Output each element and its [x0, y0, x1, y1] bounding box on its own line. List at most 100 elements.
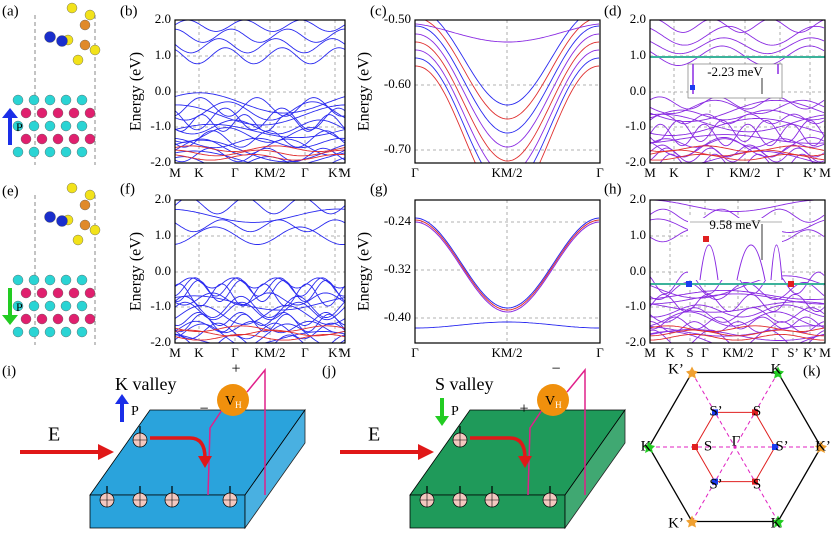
band-curve — [650, 200, 824, 213]
x-tick-label: KM/2 — [491, 165, 522, 180]
atom — [84, 313, 96, 325]
atom — [12, 146, 24, 158]
band-curve — [175, 283, 345, 307]
band-curve — [175, 145, 345, 153]
y-tick-label: -2.0 — [625, 154, 646, 169]
voltmeter — [217, 384, 249, 416]
band-curve — [650, 331, 825, 343]
x-tick-label: K’ — [328, 165, 342, 180]
band-curve — [657, 20, 825, 33]
marker — [690, 85, 695, 90]
atom — [60, 300, 72, 312]
band-curve — [175, 38, 345, 54]
path-line — [691, 372, 779, 522]
y-tick-label: -1.0 — [625, 298, 646, 313]
y-tick-label: -0.50 — [384, 11, 411, 26]
y-tick-label: 2.0 — [630, 11, 646, 26]
y-tick-label: 0.0 — [155, 263, 171, 278]
band-curve — [175, 279, 345, 302]
atom — [12, 274, 24, 286]
y-tick-label: -1.0 — [150, 298, 171, 313]
marker — [703, 236, 709, 242]
point-label: S — [704, 438, 712, 454]
panel-label: (g) — [370, 181, 388, 197]
band-curve — [650, 119, 825, 143]
valley-square — [692, 444, 698, 450]
atom — [12, 326, 24, 338]
x-tick-label: Γ — [301, 165, 309, 180]
atom — [52, 287, 64, 299]
band-curve — [650, 329, 824, 337]
point-label: S — [753, 403, 761, 419]
valley-star — [772, 515, 784, 528]
arrow-head — [98, 444, 114, 460]
band-curve — [175, 101, 345, 121]
atom — [20, 313, 32, 325]
band-curve — [415, 221, 600, 313]
deflection-arrow — [470, 436, 527, 459]
band-curve — [175, 295, 345, 311]
band-curve — [175, 333, 345, 341]
atom — [12, 300, 24, 312]
atom — [44, 211, 56, 223]
atom — [44, 326, 56, 338]
point-label: K — [771, 515, 782, 531]
atom — [84, 9, 96, 21]
atom — [52, 107, 64, 119]
band-curve — [650, 117, 825, 136]
y-tick-label: -0.24 — [384, 213, 412, 228]
y-tick-label: -0.32 — [384, 261, 411, 276]
atom — [20, 107, 32, 119]
x-tick-label: KM/2 — [254, 345, 285, 360]
electron-cross — [223, 493, 237, 507]
x-tick-label: M — [819, 345, 831, 360]
y-tick-label: -0.70 — [384, 141, 411, 156]
atom — [28, 274, 40, 286]
band-curve — [415, 321, 599, 329]
band-curve — [175, 130, 345, 148]
x-tick-label: Γ — [411, 345, 419, 360]
band-curve — [175, 323, 345, 343]
valley-square — [712, 478, 718, 485]
band-curve — [650, 45, 825, 66]
atom — [52, 133, 64, 145]
atom — [76, 120, 88, 132]
point-label: K — [771, 361, 782, 377]
atom — [66, 2, 78, 14]
atom — [12, 120, 24, 132]
voltmeter — [537, 384, 569, 416]
electron-cross — [165, 493, 179, 507]
atom — [44, 146, 56, 158]
band-curve — [650, 99, 825, 115]
y-tick-label: 1.0 — [630, 227, 646, 242]
arrow-head — [198, 456, 212, 468]
atom — [79, 19, 91, 31]
x-tick-label: KM/2 — [491, 345, 522, 360]
y-tick-label: -1.0 — [625, 118, 646, 133]
y-tick-label: 2.0 — [155, 191, 171, 206]
x-tick-label: Γ — [231, 345, 239, 360]
band-curve — [175, 97, 345, 117]
valley-square — [772, 444, 778, 450]
band-curve — [650, 329, 825, 341]
band-curve — [175, 305, 345, 325]
arrow-head — [435, 416, 449, 426]
band-curve — [175, 208, 345, 223]
atom — [44, 94, 56, 106]
x-tick-label: S’ — [787, 345, 799, 360]
atom — [44, 300, 56, 312]
band-curve — [175, 292, 345, 306]
wire — [566, 367, 586, 495]
band-curve — [415, 49, 600, 163]
slab-side — [244, 408, 306, 530]
atom — [76, 94, 88, 106]
atom — [84, 287, 96, 299]
arrow-head — [2, 315, 18, 325]
y-tick-label: 2.0 — [155, 11, 171, 26]
x-tick-label: M — [819, 165, 831, 180]
valley-square — [712, 409, 718, 416]
band-curve — [650, 301, 825, 313]
band-curve — [175, 153, 345, 161]
band-curve — [650, 37, 825, 55]
wire — [246, 367, 266, 495]
